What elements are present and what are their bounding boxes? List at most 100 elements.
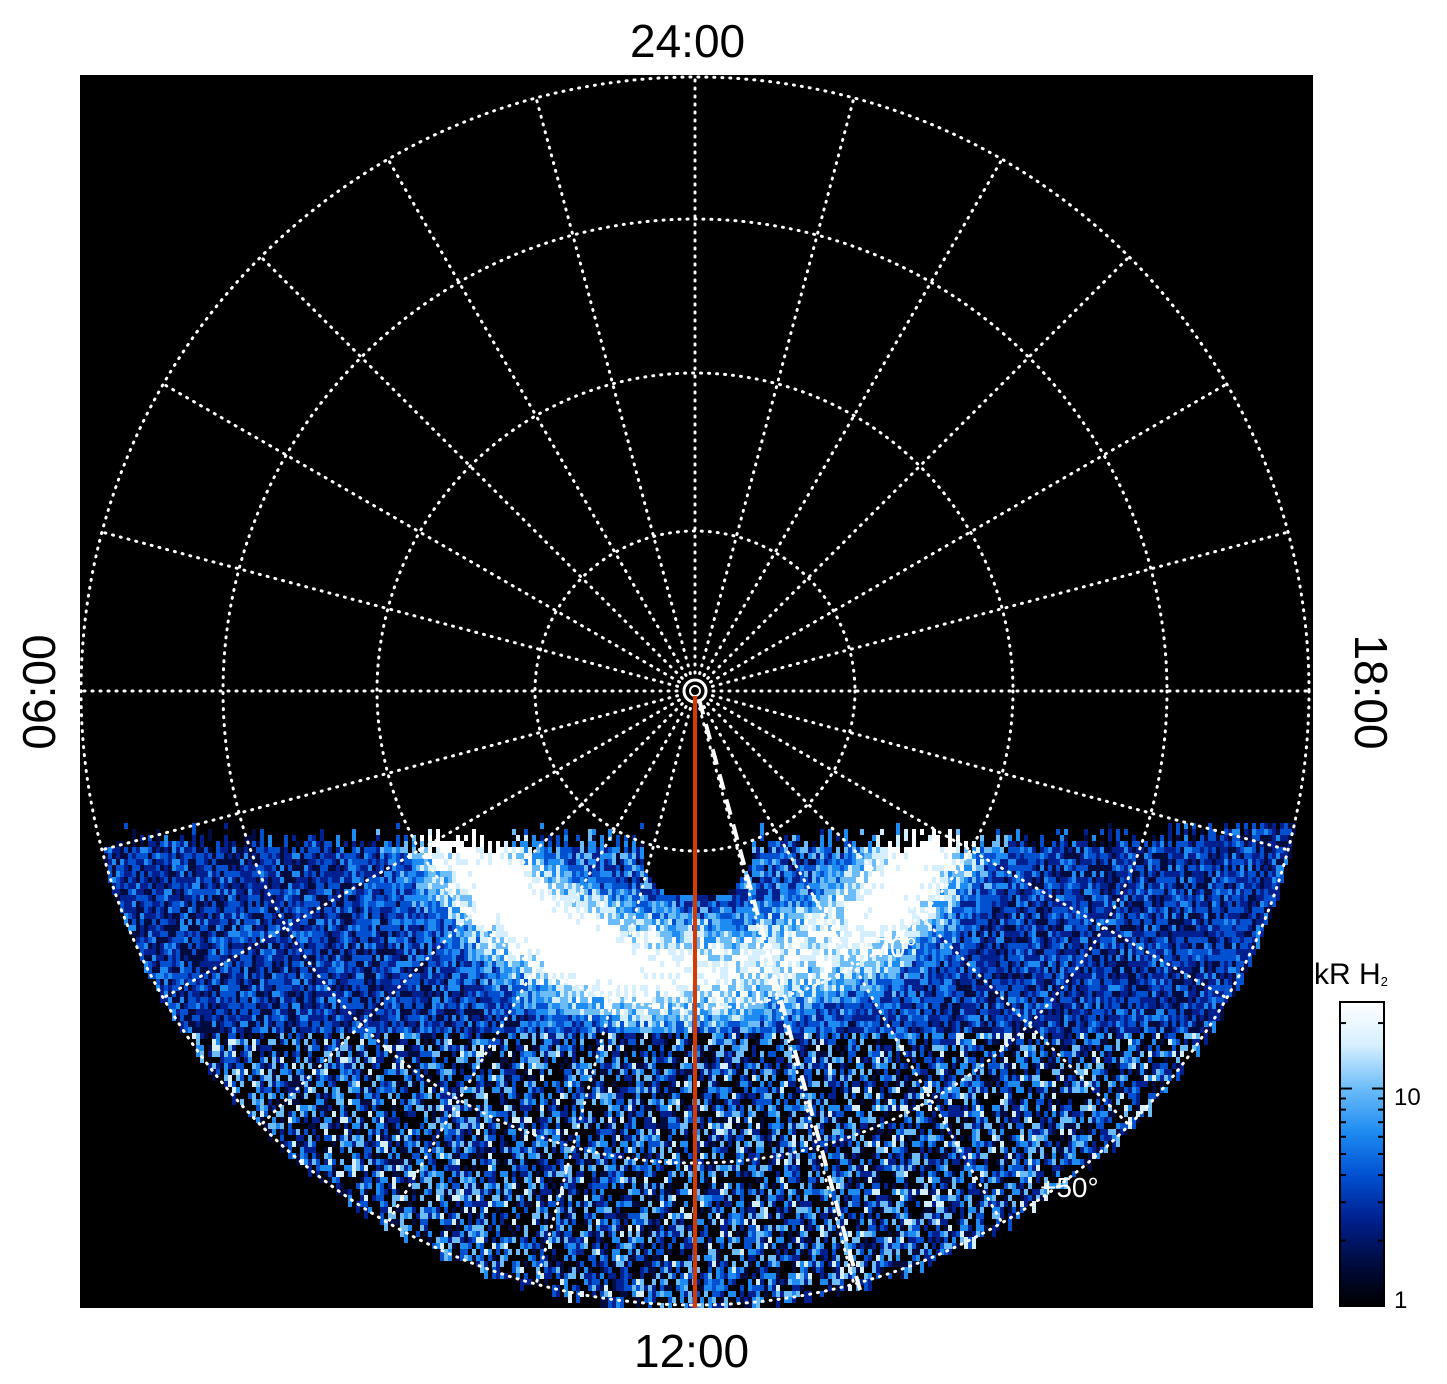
emission-cell [504,907,508,913]
emission-cell [716,901,720,907]
emission-cell [356,853,360,859]
emission-cell [588,913,592,919]
emission-cell [600,895,604,901]
emission-cell [1244,889,1248,895]
emission-cell [828,871,832,877]
emission-cell [344,907,348,913]
emission-cell [316,871,320,877]
emission-cell [916,895,920,901]
emission-cell [152,877,156,883]
emission-cell [192,835,196,841]
emission-cell [496,913,500,919]
emission-cell [1096,847,1100,853]
emission-cell [288,865,292,871]
emission-cell [632,859,636,865]
emission-cell [832,877,836,883]
emission-cell [808,853,812,859]
emission-cell [1048,865,1052,871]
emission-cell [380,895,384,901]
emission-cell [604,847,608,853]
emission-cell [1200,841,1204,847]
emission-cell [636,847,640,853]
emission-cell [524,889,528,895]
emission-cell [392,877,396,883]
emission-cell [1208,841,1212,847]
emission-cell [556,835,560,847]
emission-cell [928,913,932,919]
emission-cell [356,913,360,919]
emission-cell [1036,901,1040,907]
emission-cell [636,865,640,871]
emission-cell [896,835,900,841]
emission-cell [600,889,604,895]
emission-cell [1216,895,1220,901]
emission-cell [216,895,220,901]
emission-cell [1204,901,1208,907]
emission-cell [624,901,628,907]
emission-cell [956,889,960,895]
emission-cell [548,865,552,871]
emission-cell [568,895,572,901]
emission-cell [1240,865,1244,871]
emission-cell [380,847,384,853]
emission-cell [876,859,880,865]
emission-cell [592,877,596,883]
emission-cell [840,865,844,871]
emission-cell [784,895,788,901]
emission-cell [988,877,992,883]
emission-cell [220,889,224,895]
emission-cell [204,853,208,859]
emission-cell [632,889,636,895]
emission-cell [1040,835,1044,841]
emission-cell [712,907,716,913]
emission-cell [832,895,836,901]
emission-cell [300,859,304,865]
emission-cell [1128,859,1132,865]
emission-cell [1140,859,1144,865]
emission-cell [736,913,740,919]
emission-cell [168,853,172,859]
emission-cell [1068,901,1072,907]
emission-cell [560,907,564,913]
emission-cell [836,865,840,871]
emission-cell [444,907,448,913]
emission-cell [320,847,324,853]
emission-cell [284,913,288,919]
emission-cell [308,883,312,889]
emission-cell [564,883,568,889]
emission-cell [460,877,464,883]
emission-cell [680,895,684,901]
emission-cell [420,895,424,901]
emission-cell [800,859,804,865]
emission-cell [868,895,872,901]
emission-cell [760,865,764,871]
emission-cell [1204,907,1208,913]
emission-cell [580,859,584,865]
emission-cell [892,895,896,901]
emission-cell [168,895,172,901]
emission-cell [776,883,780,889]
emission-cell [1016,913,1020,919]
emission-cell [480,877,484,883]
emission-cell [1128,907,1132,913]
emission-cell [796,901,800,907]
emission-cell [1276,835,1280,841]
emission-cell [844,847,848,853]
emission-cell [368,907,372,913]
emission-cell [1252,895,1256,901]
emission-cell [260,901,264,907]
emission-cell [836,871,840,877]
emission-cell [580,853,584,859]
emission-cell [312,901,316,907]
emission-cell [1144,847,1148,853]
emission-cell [500,853,504,859]
emission-cell [324,841,328,847]
emission-cell [336,913,340,919]
emission-cell [1220,895,1224,901]
emission-cell [496,907,500,913]
emission-cell [828,895,832,901]
emission-cell [968,877,972,883]
emission-cell [1176,823,1180,835]
emission-cell [1016,853,1020,859]
emission-cell [372,883,376,889]
